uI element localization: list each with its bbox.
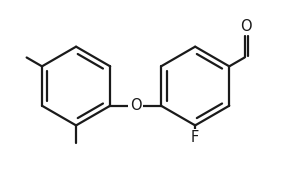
Text: O: O: [130, 98, 142, 113]
Text: O: O: [241, 19, 252, 34]
Text: F: F: [191, 130, 199, 145]
